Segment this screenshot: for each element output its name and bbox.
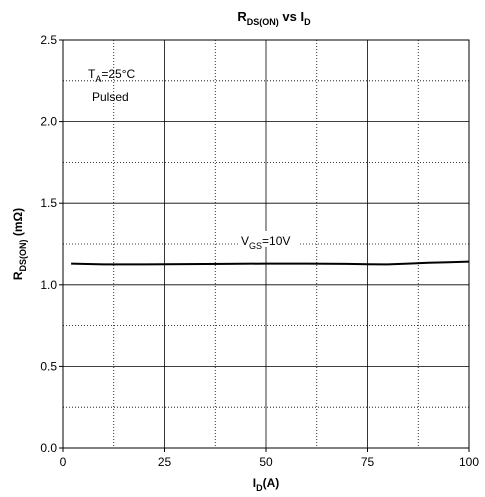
y-axis-label: RDS(ON) (mΩ)	[11, 208, 28, 280]
grid	[63, 40, 469, 448]
x-tick-label: 75	[361, 455, 375, 469]
x-tick-label: 0	[60, 455, 67, 469]
y-tick-label: 0.5	[40, 359, 57, 373]
series-label-vgs: VGS=10V	[241, 234, 290, 251]
x-tick-label: 50	[259, 455, 273, 469]
y-tick-label: 0.0	[40, 441, 57, 455]
series-group	[71, 260, 470, 266]
x-tick-label: 100	[459, 455, 479, 469]
x-axis-ticks: 0 25 50 75 100	[60, 448, 479, 469]
y-tick-label: 2.5	[40, 33, 57, 47]
x-tick-label: 25	[158, 455, 172, 469]
y-tick-label: 2.0	[40, 115, 57, 129]
y-tick-label: 1.5	[40, 196, 57, 210]
x-axis-label: ID(A)	[253, 476, 280, 493]
y-axis-ticks: 0.0 0.5 1.0 1.5 2.0 2.5	[40, 33, 63, 455]
condition-temperature: TA=25°C	[88, 67, 136, 84]
y-tick-label: 1.0	[40, 278, 57, 292]
series-label-bg	[238, 231, 298, 247]
chart-title: RDS(ON) vs ID	[237, 9, 311, 27]
condition-pulsed: Pulsed	[92, 90, 129, 104]
series-line-0	[71, 260, 470, 266]
